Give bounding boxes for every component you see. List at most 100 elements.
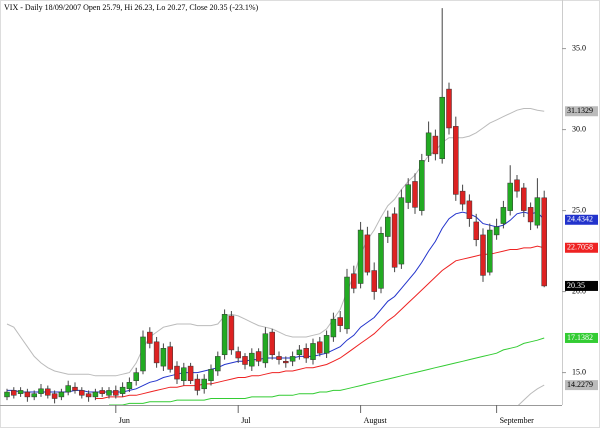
candle-body <box>58 391 65 398</box>
candle-body <box>473 221 479 241</box>
candle-body <box>160 348 167 367</box>
x-tick-label: Jun <box>119 416 130 425</box>
candle-body <box>153 341 160 364</box>
candle-body <box>371 270 377 292</box>
candle-body <box>466 200 473 219</box>
candle-body <box>344 276 350 330</box>
candle-body <box>412 181 418 208</box>
candle-body <box>194 378 201 391</box>
candle-body <box>391 213 398 268</box>
x-tick-label: August <box>364 416 388 425</box>
candle-body <box>364 234 371 273</box>
candle-body <box>262 333 269 364</box>
y-tick-label: 15.0 <box>572 367 586 376</box>
candle-body <box>92 391 99 398</box>
candle-body <box>323 335 330 354</box>
candle-body <box>432 135 439 155</box>
candle-body <box>351 273 357 289</box>
last-value-label: 31.1329 <box>567 106 593 115</box>
candle-body <box>79 390 85 396</box>
candle-body <box>249 352 255 367</box>
last-value-box <box>565 214 598 225</box>
candle-body <box>99 390 105 394</box>
candle-body <box>507 182 513 211</box>
candle-body <box>208 369 214 381</box>
candle-body <box>453 126 459 195</box>
last-value-box <box>565 280 598 291</box>
candle-body <box>167 346 173 370</box>
candle-body <box>378 233 384 289</box>
candle-body <box>289 356 296 362</box>
candle-body <box>310 343 316 360</box>
candle-body <box>419 160 425 211</box>
candle-body <box>126 382 133 390</box>
last-value-box <box>565 380 598 391</box>
candle-body <box>425 132 432 156</box>
y-tick-label: 20.0 <box>572 286 586 295</box>
candle-body <box>439 96 445 160</box>
candle-body <box>11 390 17 396</box>
candle-body <box>405 184 411 203</box>
candle-body <box>357 229 364 284</box>
candle-body <box>480 234 486 276</box>
candle-body <box>4 391 10 398</box>
candle-body <box>201 378 207 390</box>
candle-body <box>493 226 500 236</box>
candle-body <box>276 356 282 360</box>
candle-body <box>119 386 126 394</box>
candle-body <box>385 216 391 237</box>
candle-body <box>133 372 139 381</box>
ma-line <box>109 337 545 405</box>
candle-body <box>446 88 452 129</box>
candle-body <box>269 331 275 356</box>
candle-body <box>51 393 58 399</box>
y-tick-label: 35.0 <box>572 43 586 52</box>
candle-body <box>317 341 323 354</box>
candle-body <box>38 388 44 394</box>
ma-line <box>517 384 545 405</box>
candle-body <box>487 229 493 273</box>
candle-body <box>500 207 507 224</box>
candle-body <box>24 391 31 398</box>
candle-body <box>215 356 221 372</box>
candle-body <box>221 314 228 356</box>
candle-body <box>541 197 547 287</box>
ma-line <box>95 245 545 399</box>
candle-body <box>521 187 527 211</box>
candle-body <box>181 367 187 381</box>
candle-body <box>147 331 153 344</box>
candle-body <box>187 365 194 381</box>
labels: 15.0 20.0 25.0 30.0 35.0 Jun Jul August Septembe… <box>115 43 598 425</box>
candle-body <box>337 317 343 326</box>
candle-body <box>534 197 541 226</box>
last-value-box <box>565 242 598 253</box>
candle-body <box>174 365 180 380</box>
candle-body <box>106 390 112 396</box>
x-tick-label: Jul <box>241 416 251 425</box>
last-value-label: 22.7058 <box>567 243 593 252</box>
candle-body <box>242 356 248 365</box>
candle-body <box>113 390 119 396</box>
candle-body <box>17 390 24 394</box>
candle-body <box>140 336 146 372</box>
candle-body <box>303 348 309 359</box>
candle-body <box>228 315 235 351</box>
candle-body <box>255 351 262 362</box>
candle-body <box>330 318 337 338</box>
last-value-box <box>565 332 598 343</box>
candle-body <box>296 349 303 356</box>
candles <box>4 8 547 404</box>
candle-body <box>514 179 520 192</box>
candle-body <box>235 351 241 359</box>
candle-body <box>65 385 71 393</box>
last-value-label: 24.4342 <box>567 215 593 224</box>
last-value-label: 14.2279 <box>567 380 593 389</box>
candle-body <box>283 361 289 364</box>
y-tick-label: 30.0 <box>572 124 586 133</box>
candle-body <box>72 386 78 391</box>
y-tick-label: 25.0 <box>572 205 586 214</box>
candle-body <box>31 393 37 398</box>
x-tick-label: September <box>500 416 535 425</box>
